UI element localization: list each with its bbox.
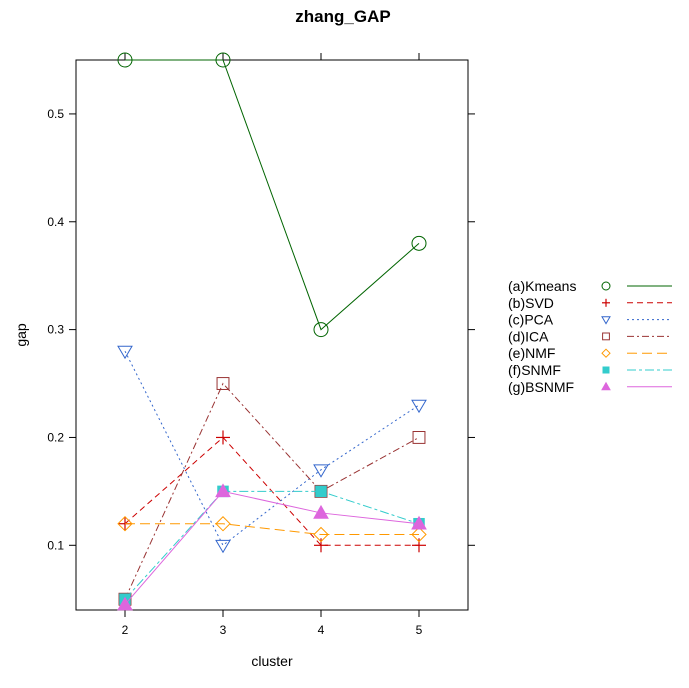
- legend-marker: [602, 366, 610, 374]
- data-point: [314, 538, 328, 553]
- x-tick-label: 4: [318, 623, 325, 637]
- data-point: [412, 431, 426, 444]
- x-axis-label: cluster: [251, 653, 293, 669]
- legend-label: (b)SVD: [508, 295, 554, 311]
- series-line: [124, 490, 420, 605]
- legend-label: (d)ICA: [508, 328, 549, 344]
- legend-marker: [602, 332, 610, 341]
- series-line: [125, 59, 420, 331]
- data-point: [117, 345, 133, 360]
- y-tick-label: 0.3: [47, 323, 64, 337]
- x-tick-label: 5: [416, 623, 423, 637]
- data-point: [216, 377, 230, 390]
- data-point: [117, 596, 133, 611]
- data-point: [313, 322, 329, 338]
- series-line: [124, 382, 420, 600]
- series-line: [125, 523, 419, 536]
- legend-label: (e)NMF: [508, 345, 555, 361]
- x-tick-label: 2: [122, 623, 129, 637]
- data-point: [313, 504, 329, 519]
- data-point: [117, 52, 133, 68]
- data-point: [411, 399, 427, 414]
- legend-marker: [602, 298, 610, 307]
- y-tick-label: 0.2: [47, 430, 64, 444]
- legend-marker: [601, 316, 611, 325]
- x-tick-label: 3: [220, 623, 227, 637]
- chart-title: zhang_GAP: [295, 7, 390, 26]
- legend-label: (a)Kmeans: [508, 278, 576, 294]
- y-tick-label: 0.5: [47, 107, 64, 121]
- legend-label: (g)BSNMF: [508, 379, 574, 395]
- data-point: [315, 485, 327, 498]
- legend-label: (c)PCA: [508, 312, 554, 328]
- y-tick-label: 0.4: [47, 215, 64, 229]
- y-axis: 0.1 0.2 0.3 0.4 0.5: [47, 107, 475, 552]
- data-point: [411, 515, 427, 530]
- data-point: [215, 516, 231, 532]
- legend: (a)Kmeans(b)SVD(c)PCA(d)ICA(e)NMF(f)SNMF…: [508, 278, 672, 395]
- data-point: [313, 464, 329, 478]
- data-point: [117, 516, 133, 532]
- data-point: [412, 538, 426, 553]
- data-point: [313, 526, 329, 543]
- data-point: [215, 539, 231, 554]
- data-point: [215, 52, 231, 68]
- legend-label: (f)SNMF: [508, 362, 561, 378]
- legend-marker: [601, 381, 611, 391]
- legend-marker: [601, 281, 611, 291]
- data-point: [215, 483, 231, 498]
- series-line: [124, 490, 420, 600]
- data-point: [216, 430, 230, 445]
- series-layer: [117, 52, 427, 611]
- x-axis: 2 3 4 5: [122, 53, 423, 637]
- y-tick-label: 0.1: [47, 538, 64, 552]
- data-point: [411, 235, 427, 251]
- data-point: [411, 526, 427, 543]
- legend-marker: [601, 348, 611, 358]
- y-axis-label: gap: [13, 323, 29, 347]
- series-line: [124, 350, 420, 547]
- plot-frame: [75, 59, 469, 611]
